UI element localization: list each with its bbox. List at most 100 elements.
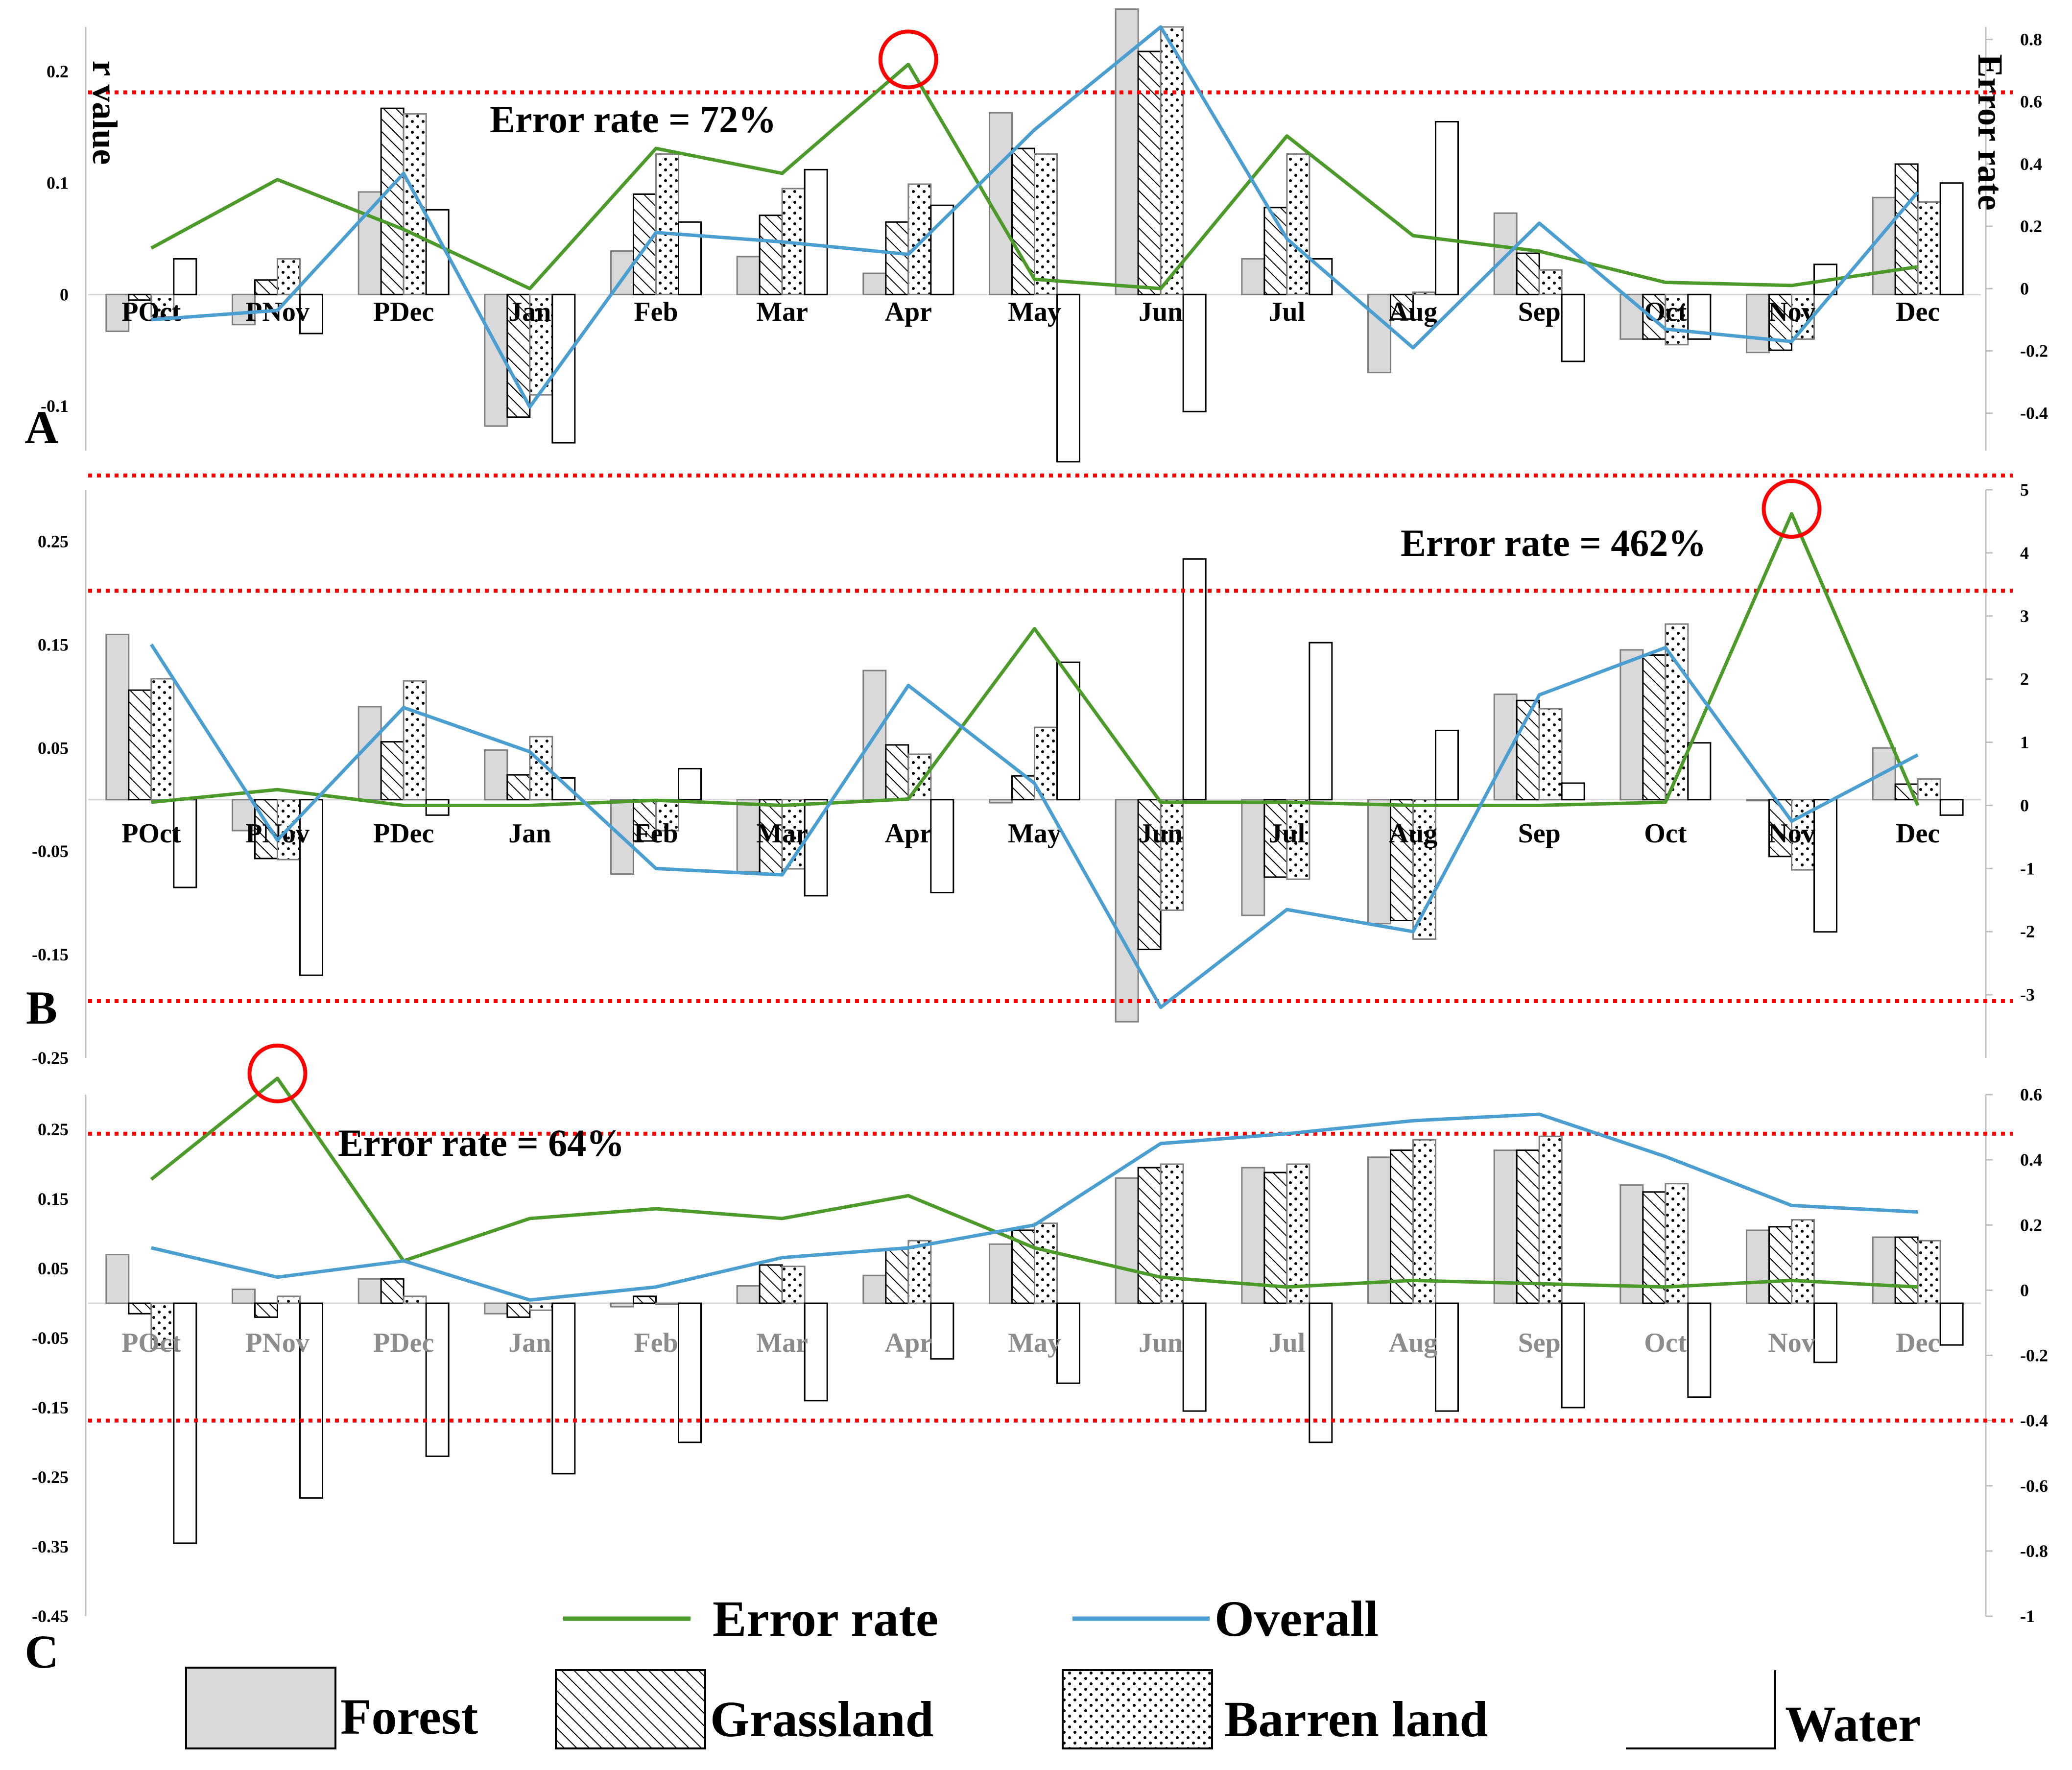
y-axis-title: r value bbox=[85, 61, 124, 165]
bar-water bbox=[299, 293, 323, 335]
error-rate-annotation: Error rate = 72% bbox=[490, 98, 776, 141]
bar-grassland bbox=[633, 799, 657, 842]
category-label: Apr bbox=[885, 1328, 932, 1358]
y2-tick-label: 1 bbox=[2020, 733, 2029, 752]
category-label: Jun bbox=[1139, 818, 1183, 849]
y-tick-label: 0.25 bbox=[38, 1120, 69, 1139]
bar-barren bbox=[1160, 1163, 1184, 1304]
category-label: PDec bbox=[373, 297, 434, 327]
panel-c: -0.45 -0.35 -0.25 -0.15 -0.05 0.05 0.15 0.25 -1 -… bbox=[24, 1043, 2048, 1678]
bar-barren bbox=[1160, 799, 1184, 911]
error-rate-line bbox=[151, 512, 1920, 807]
bar-water bbox=[1939, 182, 1964, 295]
y-tick-label: 0.1 bbox=[47, 173, 69, 193]
category-label: Jan bbox=[508, 818, 551, 849]
legend-water-label: Water bbox=[1785, 1696, 1921, 1752]
category-label: PDec bbox=[373, 818, 434, 849]
overall-line bbox=[149, 643, 1919, 1009]
legend-grassland-label: Grassland bbox=[710, 1691, 934, 1747]
bar-forest bbox=[862, 272, 887, 295]
category-label: Aug bbox=[1389, 297, 1438, 327]
y2-tick-label: 0.6 bbox=[2020, 92, 2042, 112]
category-label: Feb bbox=[634, 818, 678, 849]
bar-grassland bbox=[128, 1302, 152, 1315]
bar-water bbox=[930, 799, 954, 894]
overall-line bbox=[151, 25, 1919, 409]
category-label: POct bbox=[121, 297, 181, 327]
bar-barren bbox=[403, 1295, 427, 1304]
bar-grassland bbox=[254, 1302, 278, 1318]
bar-barren bbox=[277, 1295, 301, 1304]
y2-tick-label: 0.8 bbox=[2020, 29, 2042, 49]
legend-forest-label: Forest bbox=[340, 1689, 478, 1745]
category-label: Nov bbox=[1768, 818, 1815, 849]
bar-water bbox=[930, 204, 954, 295]
bar-barren bbox=[1286, 1163, 1310, 1304]
bar-water bbox=[551, 1302, 576, 1475]
y-tick-label: -0.35 bbox=[32, 1537, 69, 1556]
legend-forest-swatch bbox=[185, 1667, 336, 1749]
bar-grassland bbox=[1263, 799, 1288, 878]
bar-water bbox=[1561, 782, 1585, 801]
y2-tick-label: 0 bbox=[2020, 1280, 2029, 1300]
y-tick-label: 0.15 bbox=[38, 1189, 69, 1209]
max-error-circle bbox=[247, 1043, 308, 1103]
bar-forest bbox=[232, 799, 256, 832]
bar-forest bbox=[484, 749, 508, 801]
category-label: Jan bbox=[508, 297, 551, 327]
y-tick-label: 0.15 bbox=[38, 635, 69, 654]
bar-forest bbox=[989, 1243, 1013, 1304]
bar-barren bbox=[1286, 799, 1310, 880]
max-error-circle bbox=[878, 29, 938, 90]
y-tick-label: -0.25 bbox=[32, 1467, 69, 1487]
bar-grassland bbox=[1137, 50, 1162, 295]
category-label: Apr bbox=[885, 297, 932, 327]
bar-barren bbox=[1791, 1219, 1815, 1304]
bar-grassland bbox=[759, 799, 783, 875]
bar-forest bbox=[1241, 799, 1265, 916]
bar-grassland bbox=[1768, 1226, 1792, 1304]
bar-water bbox=[299, 799, 323, 976]
bar-grassland bbox=[885, 221, 909, 295]
bar-water bbox=[1056, 1302, 1080, 1384]
bar-forest bbox=[989, 112, 1013, 295]
y2-tick-label: -0.2 bbox=[2020, 1346, 2048, 1365]
y-tick-label: -0.05 bbox=[32, 841, 69, 861]
y-tick-label: -0.1 bbox=[41, 396, 69, 416]
bar-water bbox=[1182, 293, 1207, 412]
bar-grassland bbox=[254, 279, 278, 295]
bar-barren bbox=[1538, 269, 1563, 295]
bar-barren bbox=[1034, 1222, 1058, 1304]
bar-forest bbox=[105, 1254, 130, 1304]
y2-tick-label: 0 bbox=[2020, 795, 2029, 815]
y2-tick-label: -0.4 bbox=[2020, 1411, 2048, 1431]
bar-water bbox=[1813, 1302, 1837, 1363]
category-label: PNov bbox=[245, 818, 310, 849]
category-label: Nov bbox=[1768, 1328, 1815, 1358]
bar-barren bbox=[403, 680, 427, 801]
category-label: Jul bbox=[1268, 818, 1305, 849]
chart-panels: -0.1 0 0.1 0.2 -0.4 -0.2 0 0.2 0.4 0.6 0.8 POct PNov… bbox=[24, 8, 2048, 1678]
y2-tick-label: 0.4 bbox=[2020, 1150, 2042, 1170]
y2-tick-label: 2 bbox=[2020, 670, 2029, 689]
category-label: Mar bbox=[756, 297, 808, 327]
bar-water bbox=[804, 1302, 828, 1402]
bar-water bbox=[425, 799, 450, 816]
bar-barren bbox=[1034, 153, 1058, 295]
bar-grassland bbox=[1516, 252, 1540, 295]
category-label: Dec bbox=[1896, 297, 1940, 327]
category-label: Sep bbox=[1518, 297, 1561, 327]
y2-tick-label: 0.2 bbox=[2020, 216, 2042, 236]
y2-tick-label: 3 bbox=[2020, 606, 2029, 626]
bar-forest bbox=[232, 293, 256, 326]
bar-grassland bbox=[128, 689, 152, 801]
bar-forest bbox=[1619, 649, 1644, 801]
bar-grassland bbox=[1894, 1236, 1919, 1304]
bar-forest bbox=[1115, 1177, 1139, 1304]
error-rate-line bbox=[150, 1076, 1918, 1289]
category-label: Oct bbox=[1644, 818, 1687, 849]
category-label: Jan bbox=[508, 1328, 551, 1358]
category-label: Dec bbox=[1896, 1328, 1940, 1358]
y-tick-label: -0.05 bbox=[32, 1328, 69, 1348]
